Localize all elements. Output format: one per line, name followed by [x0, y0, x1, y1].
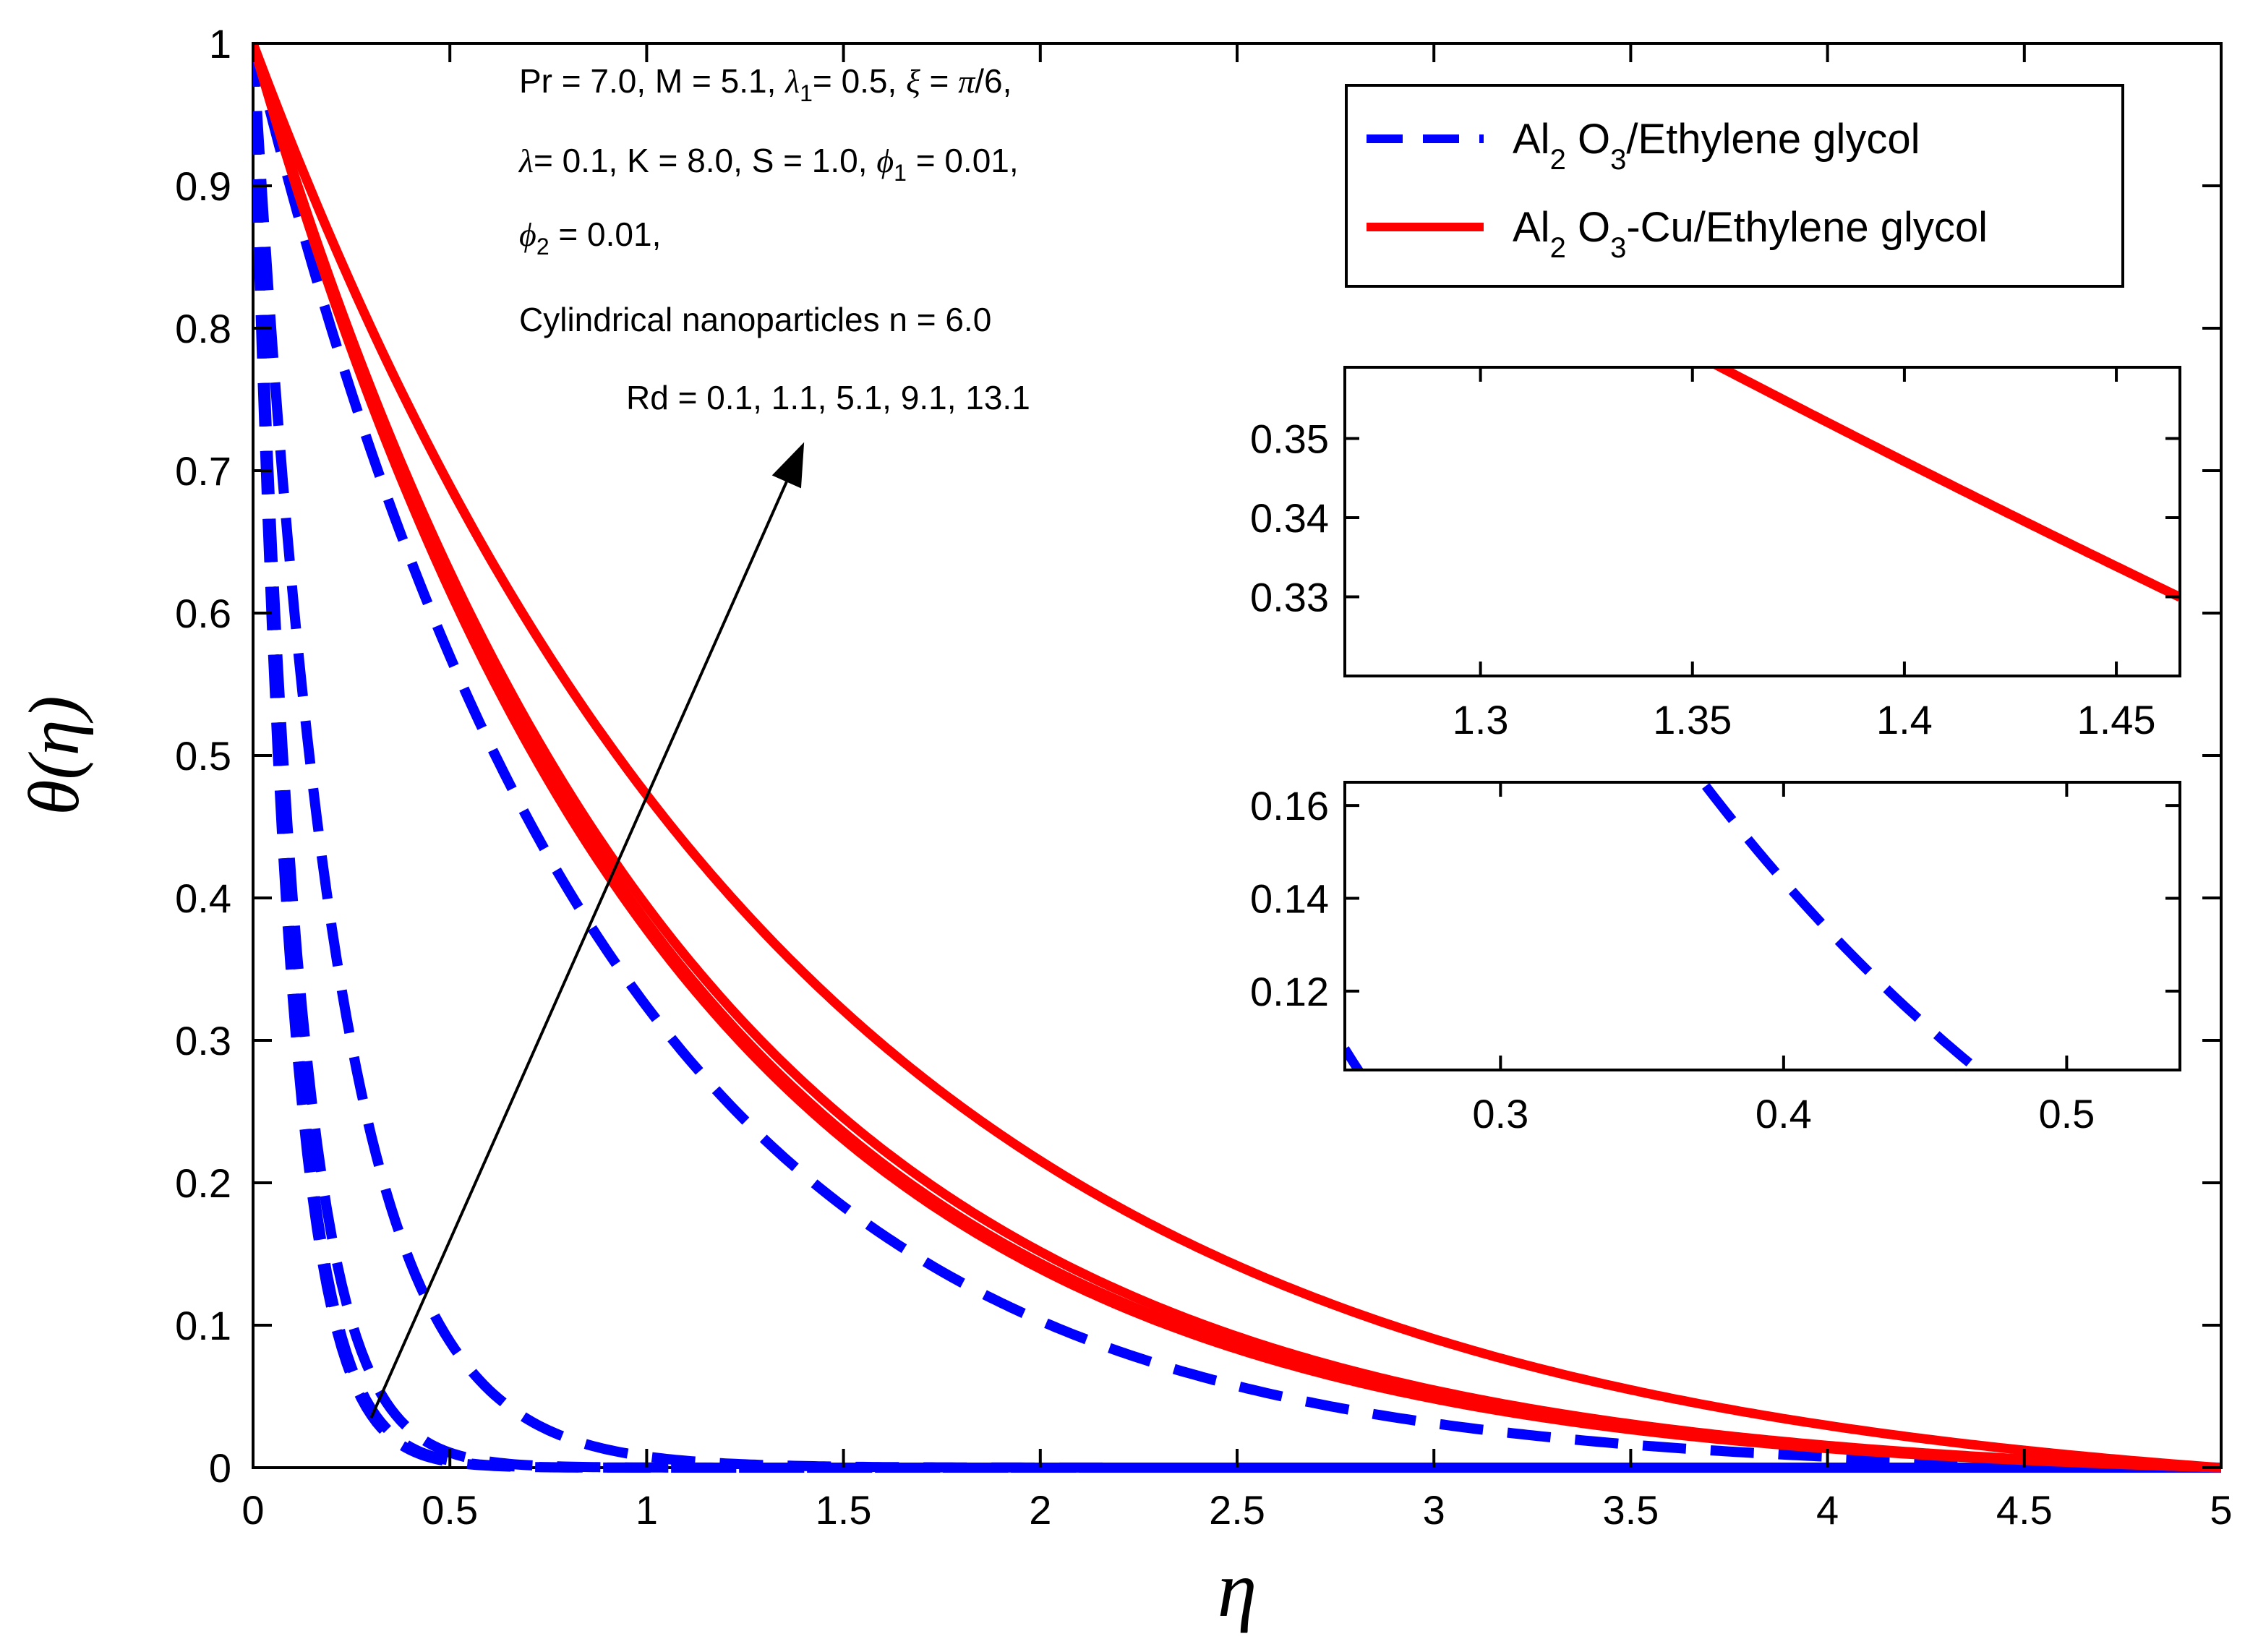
x-tick-label: 5	[2210, 1487, 2232, 1533]
inset-x-tick-label: 0.4	[1756, 1091, 1812, 1137]
series-line-10	[253, 41, 2221, 1473]
annotation-line-4: Cylindrical nanoparticles n = 6.0	[519, 301, 991, 338]
inset-series-line	[1710, 367, 2180, 602]
inset-x-tick-label: 1.35	[1653, 697, 1732, 742]
legend-box	[1345, 84, 2124, 288]
legend-entry-2: Al2 O3-Cu/Ethylene glycol	[1513, 204, 1988, 264]
x-tick-label: 0.5	[422, 1487, 478, 1533]
inset-x-tick-label: 1.3	[1453, 697, 1509, 742]
x-axis: 0 0.5 1 1.5 2 2.5 3 3.5 4 4.5 5	[241, 43, 2233, 1533]
inset-x-tick-label: 1.45	[2077, 697, 2156, 742]
inset-y-tick-label: 0.14	[1250, 876, 1329, 921]
inset-x-tick-label: 1.4	[1876, 697, 1933, 742]
x-tick-label: 4	[1816, 1487, 1839, 1533]
arrow-shaft	[369, 481, 788, 1418]
y-tick-label: 1	[209, 21, 231, 67]
inset-series-line	[1697, 782, 1986, 1070]
inset-background	[1345, 782, 2180, 1070]
inset-red-zoom: 1.3 1.35 1.4 1.45 0.33 0.34 0.35	[1250, 366, 2181, 742]
annotation-line-3: ϕ2 = 0.01,	[519, 215, 661, 260]
y-axis: 0 0.1 0.2 0.3 0.4 0.5 0.6 0.7 0.8 0.9 1	[175, 21, 2221, 1491]
inset-frame	[1343, 781, 2181, 1071]
y-tick-label: 0.3	[175, 1018, 231, 1063]
inset-y-tick-label: 0.34	[1250, 495, 1329, 541]
inset-frame	[1343, 366, 2181, 677]
y-tick-label: 0.2	[175, 1160, 231, 1206]
arrow-head	[771, 442, 805, 489]
y-axis-label: θ(η)	[14, 696, 94, 815]
legend-entry-1: Al2 O3/Ethylene glycol	[1513, 116, 1920, 176]
annotation-line-5: Rd = 0.1, 1.1, 5.1, 9.1, 13.1	[626, 379, 1030, 416]
legend: Al2 O3/Ethylene glycol Al2 O3-Cu/Ethylen…	[1345, 84, 2124, 288]
y-tick-label: 0.7	[175, 448, 231, 494]
y-tick-label: 0.6	[175, 591, 231, 636]
y-tick-label: 0.8	[175, 306, 231, 351]
x-tick-label: 1.5	[816, 1487, 872, 1533]
parameter-annotation: Pr = 7.0, M = 5.1, λ1= 0.5, ξ = π/6, λ= …	[518, 62, 1030, 416]
x-tick-label: 1	[636, 1487, 658, 1533]
inset-background	[1345, 367, 2180, 676]
inset-series	[1345, 782, 1986, 1070]
inset-y-tick-label: 0.35	[1250, 416, 1329, 462]
y-tick-label: 0.1	[175, 1303, 231, 1348]
y-tick-label: 0.9	[175, 163, 231, 209]
x-tick-label: 3.5	[1602, 1487, 1659, 1533]
inset-blue-zoom: 0.3 0.4 0.5 0.12 0.14 0.16	[1250, 781, 2181, 1137]
inset-y-tick-label: 0.12	[1250, 969, 1329, 1014]
inset-x-tick-label: 0.3	[1472, 1091, 1528, 1137]
inset-series	[1710, 367, 2180, 602]
annotation-line-1: Pr = 7.0, M = 5.1, λ1= 0.5, ξ = π/6,	[519, 62, 1012, 106]
x-tick-label: 2	[1029, 1487, 1051, 1533]
series-line-9	[253, 42, 2221, 1473]
x-tick-label: 4.5	[1996, 1487, 2053, 1533]
y-tick-label: 0.4	[175, 876, 231, 921]
x-tick-label: 0	[241, 1487, 264, 1533]
y-tick-label: 0	[209, 1445, 231, 1491]
trend-arrow	[369, 442, 805, 1418]
y-tick-label: 0.5	[175, 733, 231, 779]
x-tick-label: 3	[1423, 1487, 1445, 1533]
inset-y-tick-label: 0.16	[1250, 783, 1329, 829]
x-tick-label: 2.5	[1209, 1487, 1265, 1533]
annotation-line-2: λ= 0.1, K = 8.0, S = 1.0, ϕ1 = 0.01,	[518, 142, 1019, 186]
x-axis-label: η	[1218, 1545, 1257, 1633]
inset-x-tick-label: 0.5	[2038, 1091, 2095, 1137]
inset-y-tick-label: 0.33	[1250, 575, 1329, 620]
